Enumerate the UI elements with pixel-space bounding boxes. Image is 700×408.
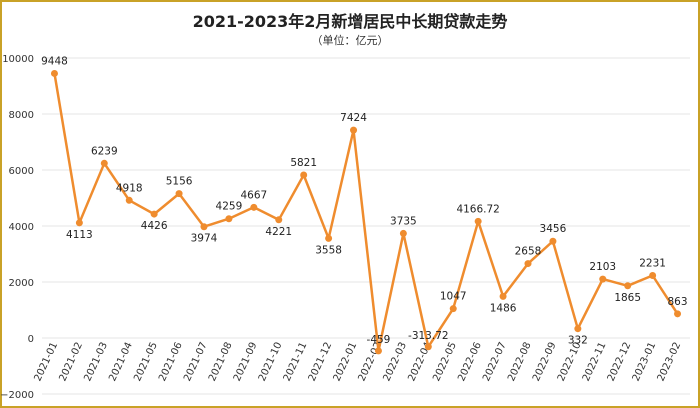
data-point (225, 215, 233, 223)
data-label: 4166.72 (456, 203, 499, 215)
data-point (474, 217, 482, 225)
series-line (53, 73, 679, 353)
x-tick-label: 2022-03 (381, 341, 409, 384)
data-label: 4918 (116, 182, 143, 194)
data-point (300, 171, 308, 179)
data-label: 5821 (290, 157, 317, 169)
x-tick-label: 2021-01 (33, 341, 61, 384)
x-tick-label: 2023-02 (656, 341, 684, 384)
x-tick-label: 2021-12 (307, 341, 335, 384)
data-label: 2658 (515, 246, 542, 258)
data-point (399, 229, 407, 237)
x-tick-label: 2022-06 (456, 341, 484, 384)
data-point (275, 216, 283, 224)
data-label: 3735 (390, 215, 417, 227)
data-point (424, 343, 432, 351)
data-label: 4113 (66, 229, 93, 241)
x-tick-label: 2022-07 (481, 341, 509, 384)
y-tick-label: 6000 (9, 166, 34, 177)
data-label: 1047 (440, 291, 467, 303)
y-tick-label: 10000 (2, 54, 34, 65)
x-tick-label: 2021-03 (82, 341, 110, 384)
data-label: 2231 (639, 258, 666, 270)
x-tick-label: 2022-01 (332, 341, 360, 384)
data-points (50, 69, 682, 355)
x-tick-label: 2022-11 (581, 341, 609, 384)
x-tick-label: 2021-07 (182, 341, 210, 384)
data-point (524, 260, 532, 268)
y-tick-label: −2000 (0, 390, 34, 401)
x-tick-label: 2022-05 (431, 341, 459, 384)
data-label: 7424 (340, 112, 367, 124)
x-tick-label: 2022-08 (506, 341, 534, 384)
data-label: 1486 (490, 302, 517, 314)
data-point (250, 203, 258, 211)
x-tick-label: 2022-09 (531, 341, 559, 384)
data-label: 9448 (41, 55, 68, 67)
data-label: 3974 (191, 233, 218, 245)
data-label: 2103 (589, 261, 616, 273)
data-label: 6239 (91, 145, 118, 157)
data-point (449, 305, 457, 313)
x-tick-label: 2021-11 (282, 341, 310, 384)
data-label: -313.72 (408, 330, 449, 342)
data-point (175, 190, 183, 198)
y-tick-label: 2000 (9, 278, 34, 289)
data-point (150, 210, 158, 218)
data-label: 863 (668, 296, 688, 308)
data-label: 1865 (614, 292, 641, 304)
data-point (624, 282, 632, 290)
data-point (125, 196, 133, 204)
x-tick-label: 2021-06 (157, 341, 185, 384)
x-axis-ticks: 2021-012021-022021-032021-042021-052021-… (33, 341, 684, 384)
data-label: 4259 (216, 201, 243, 213)
data-point (574, 325, 582, 333)
x-tick-label: 2021-05 (132, 341, 160, 384)
x-tick-label: 2021-09 (232, 341, 260, 384)
data-point (649, 272, 657, 280)
data-label: 4426 (141, 220, 168, 232)
data-point (499, 292, 507, 300)
x-tick-label: 2021-08 (207, 341, 235, 384)
x-tick-label: 2023-01 (631, 341, 659, 384)
data-point (200, 223, 208, 231)
x-tick-label: 2021-02 (57, 341, 85, 384)
data-point (75, 219, 83, 227)
y-tick-label: 0 (28, 334, 34, 345)
data-point (100, 159, 108, 167)
data-label: -459 (367, 334, 391, 346)
grid-lines (42, 57, 690, 395)
chart-subtitle: （单位：亿元） (311, 34, 389, 47)
data-label: 3558 (315, 244, 342, 256)
data-point (674, 310, 682, 318)
y-axis-ticks: −2000 0 2000 4000 6000 8000 10000 (0, 54, 34, 401)
x-tick-label: 2022-10 (556, 341, 584, 384)
data-point (325, 234, 333, 242)
data-point (50, 69, 58, 77)
chart-title: 2021-2023年2月新增居民中长期贷款走势 (192, 12, 508, 31)
data-point (549, 237, 557, 245)
x-tick-label: 2021-04 (107, 341, 135, 384)
data-label: 332 (568, 335, 588, 347)
data-point (374, 347, 382, 355)
data-point (350, 126, 358, 134)
data-label: 4221 (265, 226, 292, 238)
x-tick-label: 2021-10 (257, 341, 285, 384)
data-label: 3456 (540, 223, 567, 235)
y-tick-label: 4000 (9, 222, 34, 233)
x-tick-label: 2022-12 (606, 341, 634, 384)
y-tick-label: 8000 (9, 110, 34, 121)
data-point (599, 275, 607, 283)
data-label: 4667 (240, 189, 267, 201)
data-label: 5156 (166, 176, 193, 188)
